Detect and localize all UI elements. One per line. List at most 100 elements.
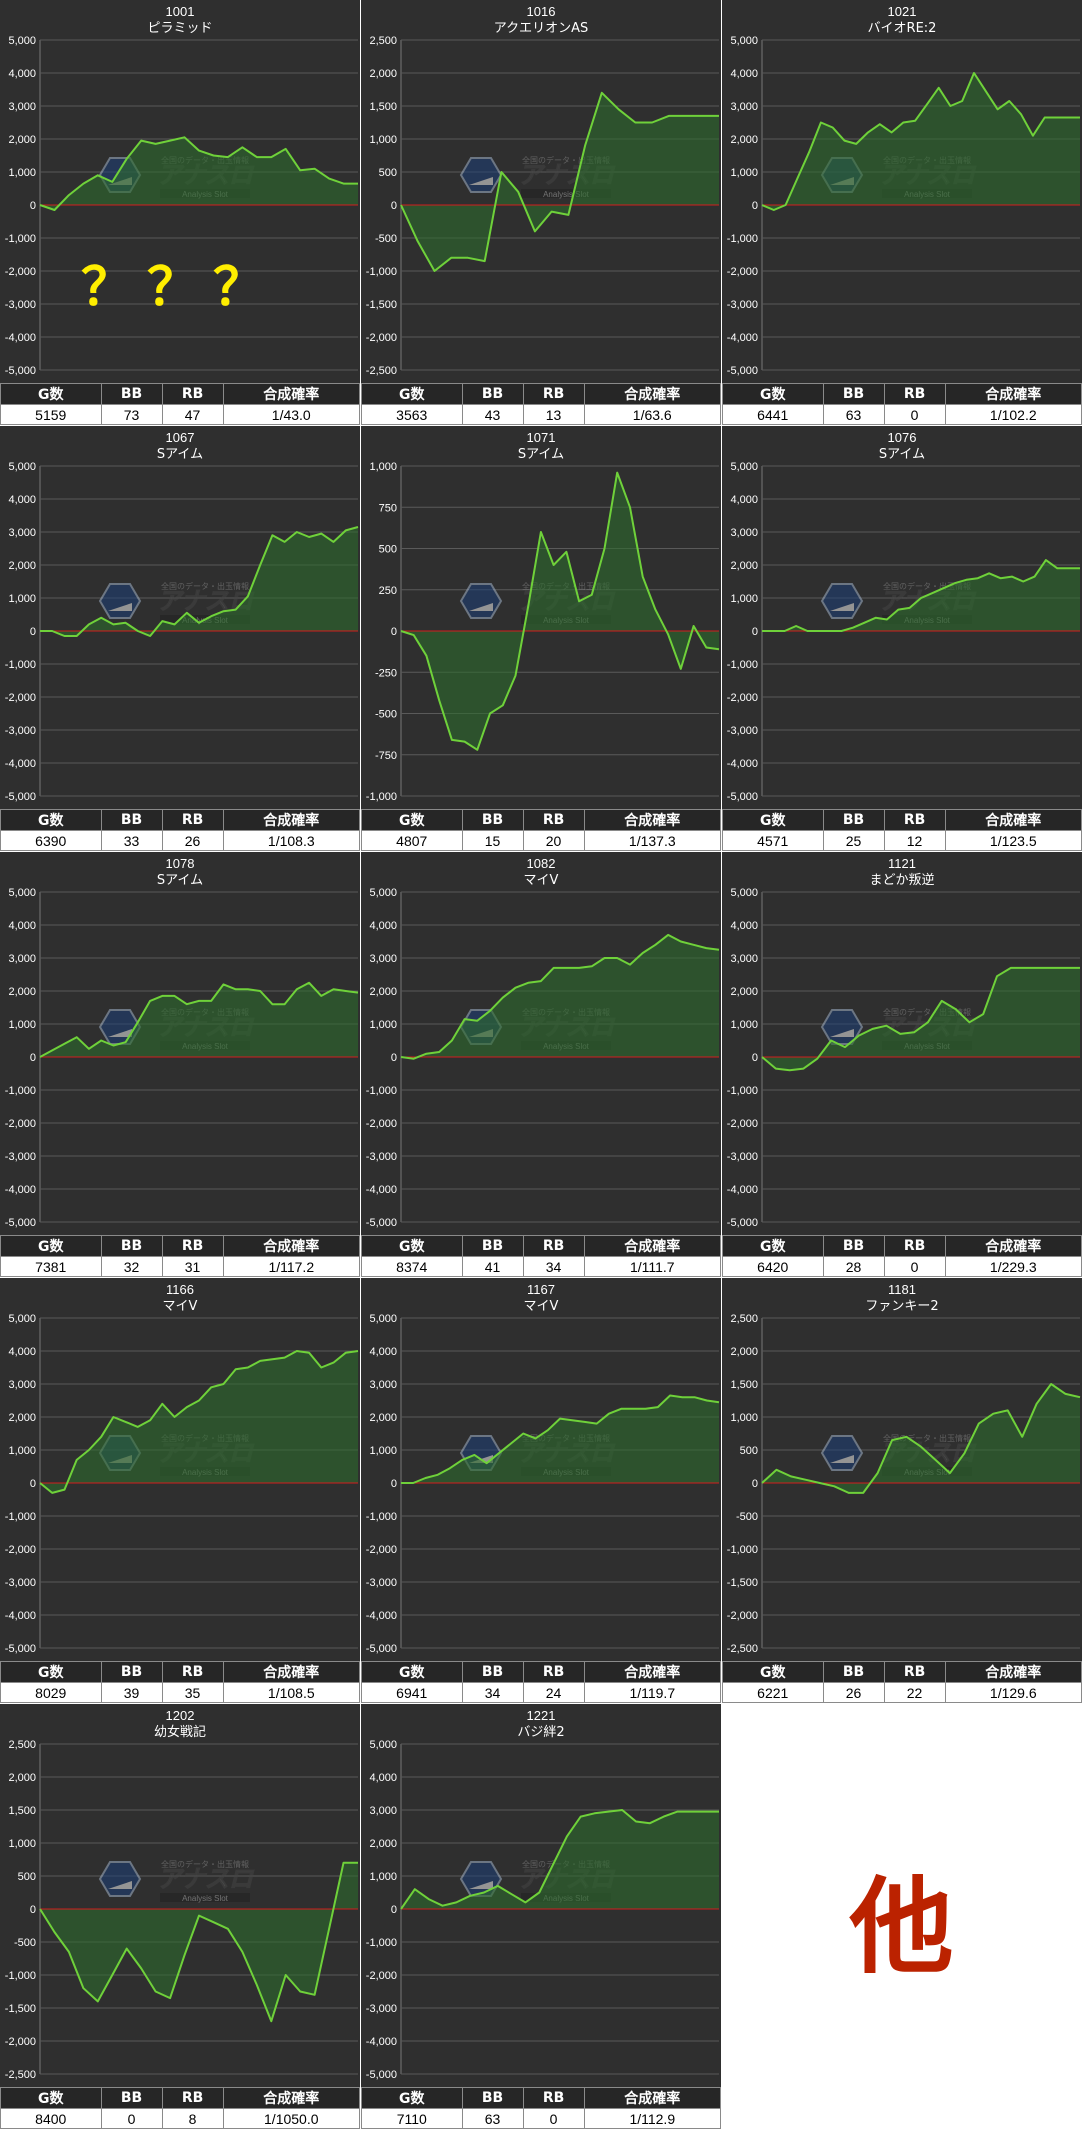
- y-tick-label: -4,000: [366, 1184, 397, 1196]
- y-tick-label: 2,000: [369, 68, 397, 80]
- stats-header: 合成確率: [583, 2087, 722, 2109]
- y-tick-label: 0: [30, 1052, 36, 1064]
- series-area: [40, 137, 358, 210]
- chart-1221: 1221 バジ絆2 5,000 4,000 3,000 2,000 1,000 0 -1,000…: [361, 1704, 721, 2087]
- y-tick-label: 2,000: [730, 986, 758, 998]
- stats-value: 1/102.2: [944, 404, 1083, 425]
- y-tick-label: -2,000: [5, 1544, 36, 1556]
- y-tick-label: 3,000: [8, 953, 36, 965]
- y-tick-label: 4,000: [8, 494, 36, 506]
- y-tick-label: 2,000: [8, 1772, 36, 1784]
- stats-value: 1/108.5: [222, 1682, 361, 1703]
- y-tick-label: -2,000: [727, 692, 758, 704]
- y-tick-label: 0: [30, 1904, 36, 1916]
- stats-header: BB: [461, 1235, 524, 1257]
- y-tick-label: -3,000: [727, 1151, 758, 1163]
- y-tick-label: 1,000: [8, 167, 36, 179]
- stats-value: 41: [461, 1256, 524, 1277]
- stats-value: 26: [822, 1682, 885, 1703]
- stats-header: G数: [722, 809, 824, 831]
- stats-header: G数: [722, 1235, 824, 1257]
- stats-value: 1/119.7: [583, 1682, 722, 1703]
- y-tick-label: 0: [752, 1052, 758, 1064]
- y-tick-label: 3,000: [730, 953, 758, 965]
- stats-value: 1/112.9: [583, 2108, 722, 2129]
- stats-header: RB: [883, 1235, 946, 1257]
- stats-header: RB: [522, 2087, 585, 2109]
- y-tick-label: 0: [752, 200, 758, 212]
- y-tick-label: -500: [736, 1511, 758, 1523]
- stats-value: 3563: [361, 404, 463, 425]
- chart-title: 1202: [166, 1708, 195, 1723]
- y-tick-label: -1,000: [5, 1970, 36, 1982]
- y-tick-label: 250: [379, 585, 397, 597]
- stats-header: BB: [100, 1235, 163, 1257]
- stats-table: G数 BB RB 合成確率 5159 73 47 1/43.0: [0, 383, 361, 425]
- stats-header: BB: [822, 1235, 885, 1257]
- y-tick-label: 3,000: [730, 101, 758, 113]
- watermark-top-text: 全国のデータ・出玉情報: [161, 581, 249, 591]
- chart-title: 1082: [527, 856, 556, 871]
- y-tick-label: -2,000: [366, 1118, 397, 1130]
- stats-header: G数: [0, 1235, 102, 1257]
- y-tick-label: 2,500: [730, 1313, 758, 1325]
- stats-value: 1/137.3: [583, 830, 722, 851]
- y-tick-label: -1,000: [5, 1085, 36, 1097]
- stats-header: 合成確率: [222, 1235, 361, 1257]
- stats-header: BB: [822, 809, 885, 831]
- y-tick-label: -5,000: [366, 2069, 397, 2081]
- stats-header: G数: [0, 809, 102, 831]
- y-tick-label: -250: [375, 667, 397, 679]
- watermark-top-text: 全国のデータ・出玉情報: [883, 1433, 971, 1443]
- watermark-sub-text: Analysis Slot: [182, 1894, 229, 1903]
- y-tick-label: -1,000: [366, 1085, 397, 1097]
- y-tick-label: 4,000: [8, 68, 36, 80]
- stats-value: 7110: [361, 2108, 463, 2129]
- stats-header: G数: [361, 383, 463, 405]
- y-tick-label: 5,000: [369, 1313, 397, 1325]
- y-tick-label: -1,000: [727, 659, 758, 671]
- stats-table: G数 BB RB 合成確率 3563 43 13 1/63.6: [361, 383, 722, 425]
- stats-header: RB: [161, 1661, 224, 1683]
- y-tick-label: -1,000: [366, 1511, 397, 1523]
- stats-table: G数 BB RB 合成確率 8029 39 35 1/108.5: [0, 1661, 361, 1703]
- y-tick-label: 5,000: [8, 1313, 36, 1325]
- stats-value: 4807: [361, 830, 463, 851]
- stats-value: 26: [161, 830, 224, 851]
- y-tick-label: 0: [391, 200, 397, 212]
- stats-value: 6420: [722, 1256, 824, 1277]
- y-tick-label: -5,000: [5, 1217, 36, 1229]
- stats-header: BB: [100, 809, 163, 831]
- y-tick-label: 1,000: [8, 1445, 36, 1457]
- chart-panel-1078: 1078 Sアイム 5,000 4,000 3,000 2,000 1,000 0 -1,000…: [0, 852, 361, 1278]
- series-area: [401, 1395, 719, 1483]
- chart-panel-1221: 1221 バジ絆2 5,000 4,000 3,000 2,000 1,000 0 -1,000…: [361, 1704, 722, 2130]
- y-tick-label: 1,000: [730, 593, 758, 605]
- stats-header: RB: [522, 383, 585, 405]
- y-tick-label: 5,000: [8, 35, 36, 47]
- y-tick-label: 1,000: [8, 1019, 36, 1031]
- y-tick-label: -750: [375, 750, 397, 762]
- y-tick-label: 5,000: [8, 461, 36, 473]
- stats-header: 合成確率: [944, 383, 1083, 405]
- chart-subtitle: バジ絆2: [517, 1725, 564, 1740]
- stats-header: RB: [161, 383, 224, 405]
- y-tick-label: 3,000: [730, 527, 758, 539]
- stats-header: BB: [461, 383, 524, 405]
- series-area: [762, 560, 1080, 631]
- stats-value: 1/123.5: [944, 830, 1083, 851]
- watermark-top-text: 全国のデータ・出玉情報: [883, 581, 971, 591]
- y-tick-label: 500: [379, 167, 397, 179]
- y-tick-label: -2,500: [5, 2069, 36, 2081]
- series-line: [400, 471, 720, 751]
- chart-subtitle: 幼女戦記: [154, 1724, 206, 1740]
- y-tick-label: 2,000: [8, 134, 36, 146]
- stats-header: 合成確率: [944, 1661, 1083, 1683]
- y-tick-label: -5,000: [5, 791, 36, 803]
- chart-title: 1076: [888, 430, 917, 445]
- y-tick-label: 500: [740, 1445, 758, 1457]
- stats-header: 合成確率: [222, 383, 361, 405]
- y-tick-label: 3,000: [8, 101, 36, 113]
